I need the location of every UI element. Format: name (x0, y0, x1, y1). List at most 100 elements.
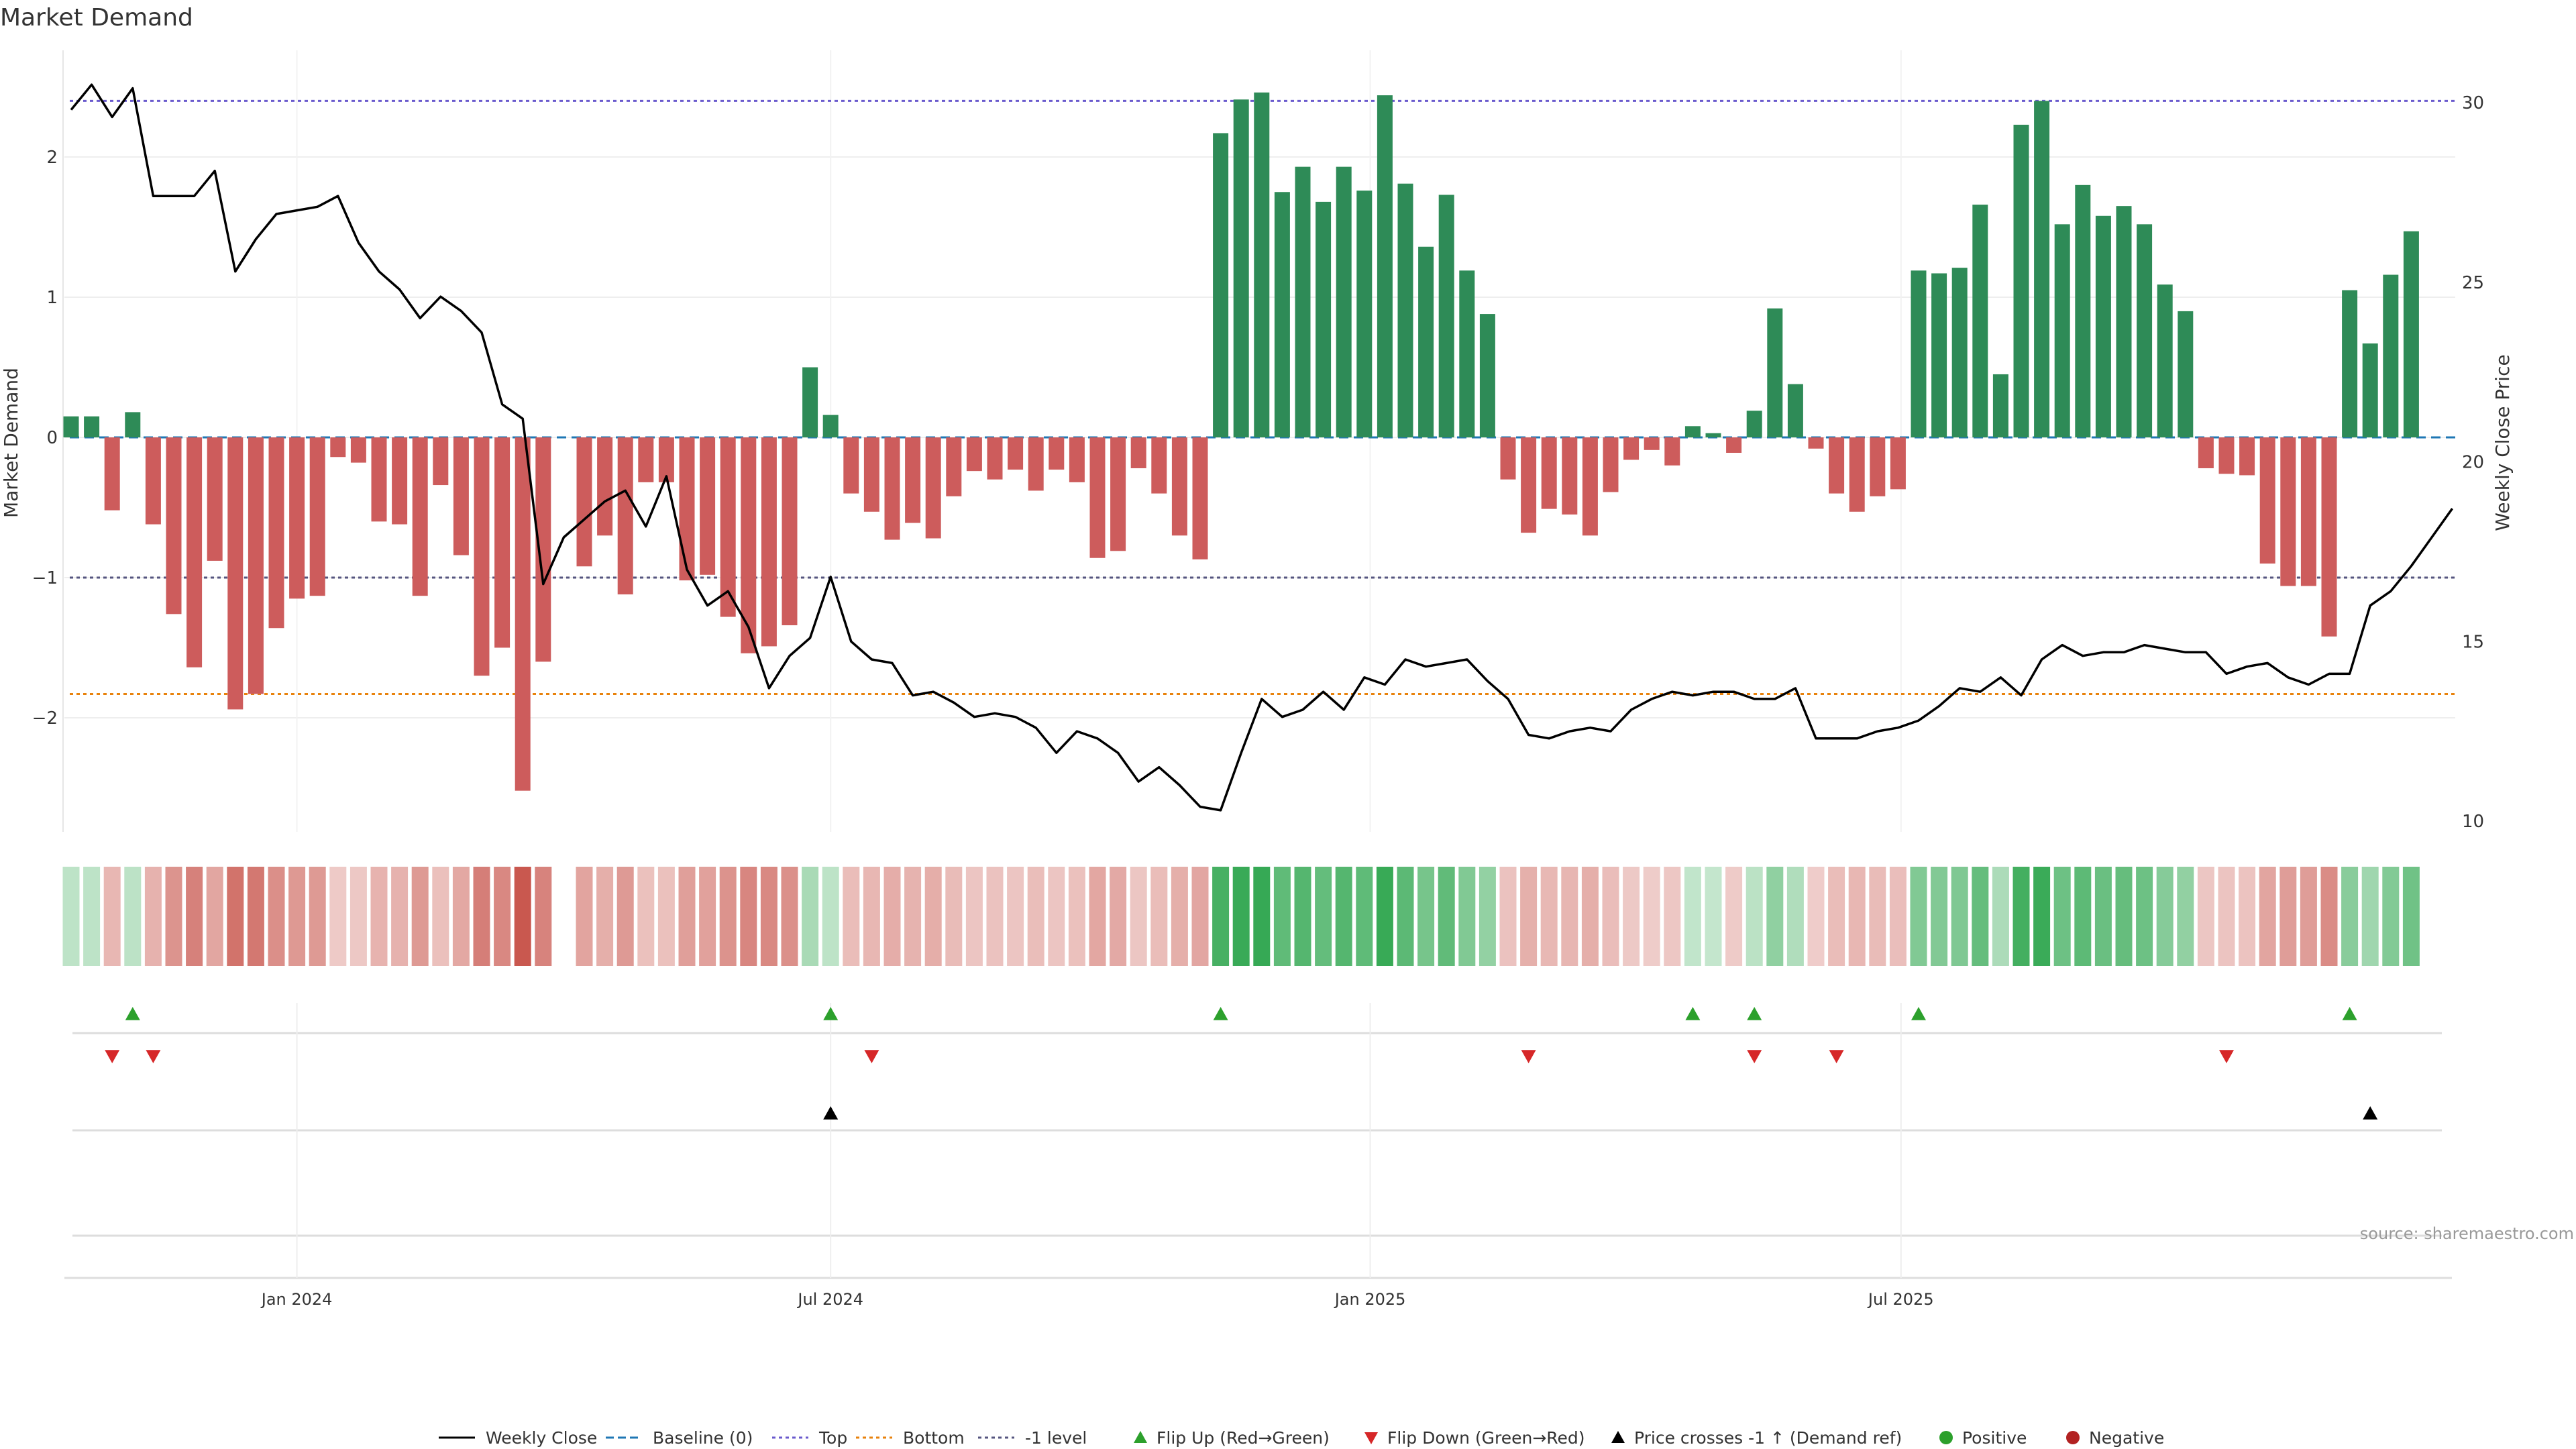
heat-cell (637, 867, 655, 966)
demand-bar (720, 437, 736, 617)
x-tick-label: Jul 2024 (796, 1290, 863, 1309)
heat-cell (1397, 867, 1414, 966)
heat-cell (2136, 867, 2153, 966)
y2-tick-label: 10 (2462, 812, 2484, 832)
heat-cell (883, 867, 901, 966)
heat-cell (165, 867, 182, 966)
demand-bar (104, 437, 120, 511)
heat-cell (2402, 867, 2420, 966)
demand-bar (1808, 437, 1824, 449)
legend-item: Bottom (856, 1428, 965, 1448)
heat-cell (596, 867, 614, 966)
heat-cell (535, 867, 552, 966)
signal-markers (64, 1003, 2452, 1279)
demand-bar (2157, 284, 2173, 437)
heat-cell (1356, 867, 1373, 966)
y2-axis-label: Weekly Close Price (2491, 354, 2514, 531)
legend-item: Flip Down (Green→Red) (1364, 1428, 1585, 1448)
demand-bar (843, 437, 859, 494)
heat-cell (1150, 867, 1168, 966)
heat-cell (1684, 867, 1701, 966)
heat-cell (2012, 867, 2030, 966)
heat-cell (1273, 867, 1291, 966)
legend-label: -1 level (1025, 1428, 1087, 1448)
flip-up-marker (1747, 1007, 1762, 1020)
y-axis-left: 2 1 0 −1 −2 (32, 148, 58, 729)
heat-cell (986, 867, 1004, 966)
demand-bar (905, 437, 921, 523)
heat-cell (329, 867, 347, 966)
demand-bar (1130, 437, 1146, 468)
heat-cell (616, 867, 634, 966)
demand-bar (1008, 437, 1024, 470)
heat-cell (2300, 867, 2317, 966)
demand-bar (309, 437, 325, 596)
demand-bar (1397, 183, 1413, 437)
legend-swatch-dot (2066, 1431, 2080, 1444)
flip-down-marker (1829, 1050, 1844, 1063)
heat-cell (576, 867, 593, 966)
demand-bar (1787, 384, 1803, 437)
demand-bar (987, 437, 1003, 480)
demand-bar (597, 437, 613, 536)
demand-heat-strip (62, 867, 2420, 966)
heat-cell (1130, 867, 1147, 966)
demand-bar (966, 437, 982, 472)
legend-label: Baseline (0) (653, 1428, 753, 1448)
demand-bar (782, 437, 798, 626)
demand-bar (1213, 133, 1229, 437)
heat-cell (1766, 867, 1784, 966)
flip-down-marker (146, 1050, 161, 1063)
demand-bar (1829, 437, 1845, 494)
demand-bar (1254, 92, 1270, 438)
demand-bar (125, 412, 141, 437)
demand-bar (2075, 184, 2091, 437)
legend-item: Weekly Close (439, 1428, 597, 1448)
heat-cell (391, 867, 409, 966)
demand-bar (1562, 437, 1578, 515)
demand-bar (515, 437, 531, 791)
demand-bar (289, 437, 305, 599)
demand-bar (1664, 437, 1680, 466)
heat-cell (965, 867, 983, 966)
heat-cell (2115, 867, 2133, 966)
demand-bar (1438, 195, 1454, 437)
heat-cell (1191, 867, 1209, 966)
heat-cell (1417, 867, 1435, 966)
price-cross-marker (823, 1106, 839, 1120)
heat-cell (1458, 867, 1476, 966)
demand-bar (350, 437, 366, 463)
legend-label: Weekly Close (486, 1428, 597, 1448)
demand-bar (1931, 273, 1947, 437)
demand-bar (1582, 437, 1598, 536)
heat-cell (62, 867, 80, 966)
heat-cell (863, 867, 880, 966)
demand-bar (1767, 308, 1783, 437)
legend-label: Top (818, 1428, 847, 1448)
weekly-close-line (70, 83, 2454, 812)
heat-cell (2218, 867, 2235, 966)
heat-cell (268, 867, 285, 966)
demand-bar (1911, 270, 1927, 437)
flip-down-marker (864, 1050, 879, 1063)
demand-bar (412, 437, 428, 596)
demand-bar (1603, 437, 1619, 492)
legend-label: Negative (2089, 1428, 2164, 1448)
demand-bar (2054, 224, 2070, 437)
demand-bar (433, 437, 449, 486)
demand-bar (2259, 437, 2275, 564)
legend-item: Positive (1939, 1428, 2027, 1448)
heat-cell (781, 867, 798, 966)
heat-cell (1007, 867, 1024, 966)
heat-cell (2074, 867, 2092, 966)
demand-bar (822, 415, 839, 437)
heat-cell (2259, 867, 2276, 966)
demand-bar (1336, 166, 1352, 437)
heat-cell (411, 867, 429, 966)
demand-bar (761, 437, 777, 647)
price-cross-marker (2363, 1106, 2378, 1120)
heat-cell (2197, 867, 2214, 966)
heat-cell (288, 867, 306, 966)
legend-label: Price crosses -1 ↑ (Demand ref) (1634, 1428, 1902, 1448)
